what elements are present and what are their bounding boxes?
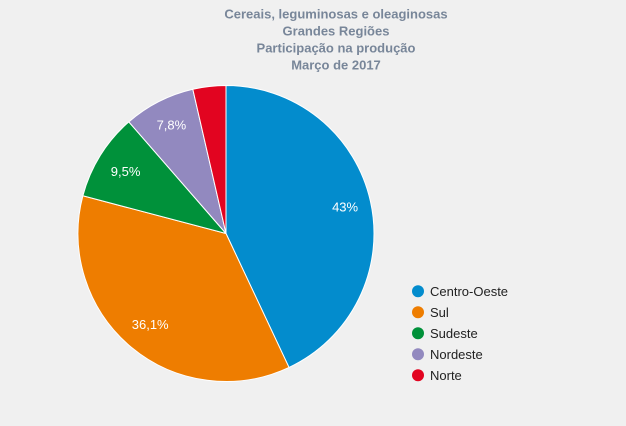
svg-text:Participação na produção: Participação na produção — [257, 41, 416, 56]
svg-text:Grandes Regiões: Grandes Regiões — [283, 24, 390, 39]
svg-text:Sudeste: Sudeste — [430, 326, 478, 341]
svg-text:Cereais, leguminosas e oleagin: Cereais, leguminosas e oleaginosas — [224, 7, 447, 22]
svg-text:Março de 2017: Março de 2017 — [291, 57, 381, 72]
svg-text:Norte: Norte — [430, 368, 462, 383]
svg-text:36,1%: 36,1% — [132, 317, 169, 332]
svg-text:9,5%: 9,5% — [111, 164, 141, 179]
svg-text:7,8%: 7,8% — [157, 118, 187, 133]
svg-text:Sul: Sul — [430, 305, 449, 320]
svg-text:43%: 43% — [332, 200, 358, 215]
svg-text:Centro-Oeste: Centro-Oeste — [430, 284, 508, 299]
svg-text:Nordeste: Nordeste — [430, 347, 483, 362]
